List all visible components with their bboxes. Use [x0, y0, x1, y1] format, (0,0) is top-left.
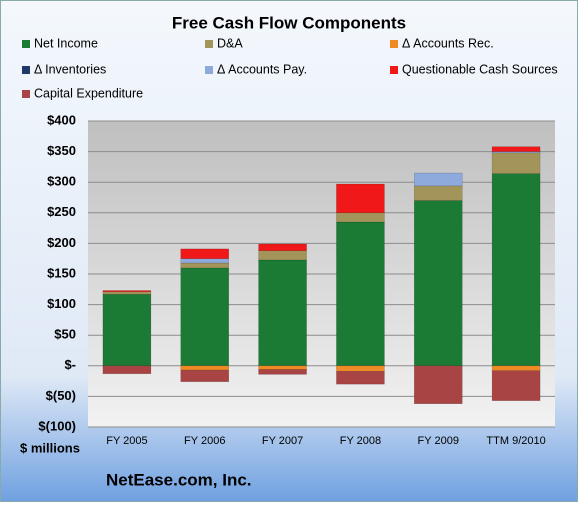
y-tick-label: $100	[47, 296, 76, 311]
legend-label: Questionable Cash Sources	[402, 62, 558, 76]
legend-swatch	[205, 66, 213, 74]
bar-segment	[414, 185, 463, 201]
bar-segment	[180, 267, 229, 367]
bar-segment	[258, 365, 307, 370]
bar-segment	[414, 365, 463, 404]
bar-segment	[180, 248, 229, 259]
chart-title: Free Cash Flow Components	[172, 13, 406, 32]
bar-segment	[180, 262, 229, 269]
bar-segment	[491, 152, 541, 174]
legend-label: Δ Accounts Rec.	[402, 36, 494, 50]
legend-swatch	[390, 40, 398, 48]
footer: NetEase.com, Inc.	[106, 470, 252, 489]
bar-segment	[336, 365, 385, 372]
x-tick-label: FY 2006	[184, 435, 225, 447]
legend-swatch	[22, 66, 30, 74]
legend-label: Δ Inventories	[34, 62, 106, 76]
y-tick-label: $-	[64, 357, 76, 372]
bar-segment	[491, 151, 541, 154]
x-tick-label: FY 2009	[418, 435, 459, 447]
bar-segment	[180, 365, 229, 371]
bar-segment	[336, 371, 385, 385]
bar-segment	[258, 369, 307, 375]
x-tick-label: FY 2007	[262, 435, 303, 447]
bar-segment	[102, 293, 152, 367]
x-tick-label: TTM 9/2010	[486, 435, 545, 447]
y-tick-label: $150	[47, 265, 76, 280]
legend-label: Net Income	[34, 36, 98, 50]
bar-segment	[258, 243, 307, 251]
bar-segment	[102, 365, 152, 375]
bar-segment	[336, 183, 385, 214]
x-tick-label: FY 2005	[106, 435, 147, 447]
bar-segment	[491, 173, 541, 367]
y-tick-label: $300	[47, 174, 76, 189]
bar-segment	[336, 221, 385, 367]
bar-segment	[102, 290, 152, 292]
legend-label: D&A	[217, 36, 243, 50]
bar-segment	[102, 291, 152, 295]
y-tick-label: $50	[54, 327, 76, 342]
bar-segment	[258, 259, 307, 367]
bar-segment	[336, 212, 385, 223]
y-tick-label: $400	[47, 112, 76, 127]
legend-swatch	[22, 90, 30, 98]
bar-segment	[491, 146, 541, 152]
bar-segment	[491, 365, 541, 371]
y-tick-label: $(100)	[38, 418, 76, 433]
legend-label: Capital Expenditure	[34, 86, 143, 100]
bar-segment	[180, 369, 229, 382]
bar-segment	[414, 200, 463, 367]
y-tick-label: $250	[47, 204, 76, 219]
legend-swatch	[22, 40, 30, 48]
legend-label: Δ Accounts Pay.	[217, 62, 307, 76]
bar-segment	[180, 258, 229, 264]
y-tick-label: $(50)	[46, 388, 76, 403]
legend-swatch	[390, 66, 398, 74]
y-axis-label: $ millions	[20, 440, 80, 455]
y-tick-label: $350	[47, 143, 76, 158]
bar-segment	[414, 172, 463, 187]
x-tick-label: FY 2008	[340, 435, 381, 447]
bar-segment	[491, 370, 541, 401]
legend-swatch	[205, 40, 213, 48]
y-tick-label: $200	[47, 235, 76, 250]
bar-segment	[258, 250, 307, 261]
